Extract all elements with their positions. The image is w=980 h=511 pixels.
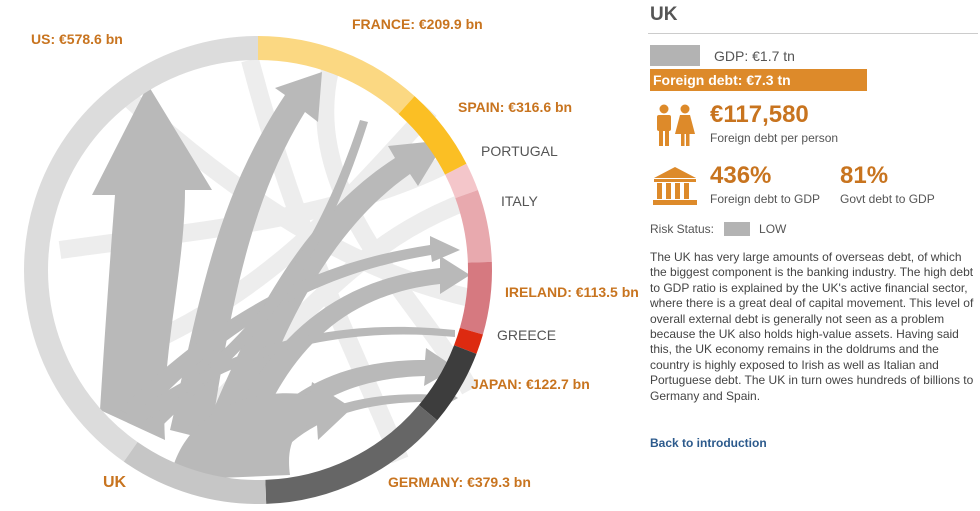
debt-to-gdp-value: 436% — [710, 162, 772, 189]
ring-segment-japan[interactable] — [418, 345, 477, 421]
segment-label-portugal: PORTUGAL — [481, 143, 558, 159]
panel-title: UK — [650, 4, 678, 25]
ring-segment-ireland[interactable] — [459, 261, 492, 335]
ring-segment-italy[interactable] — [455, 189, 492, 263]
country-description: The UK has very large amounts of oversea… — [650, 250, 974, 403]
segment-label-greece: GREECE — [497, 327, 556, 343]
ring-segment-spain[interactable] — [398, 96, 467, 175]
ring-segment-france[interactable] — [257, 36, 415, 115]
flow-to-germany — [170, 382, 352, 480]
ring-segment-uk[interactable] — [123, 441, 267, 504]
debt-to-gdp-caption: Foreign debt to GDP — [710, 192, 821, 206]
risk-swatch — [724, 222, 751, 236]
back-to-introduction-link[interactable]: Back to introduction — [650, 436, 767, 450]
country-ring — [24, 36, 492, 504]
flow-to-japan — [240, 348, 456, 465]
risk-label: Risk Status: — [650, 222, 715, 236]
center-country-label: UK — [103, 474, 127, 491]
segment-label-france: FRANCE: €209.9 bn — [352, 16, 483, 32]
ring-segment-portugal[interactable] — [445, 163, 478, 199]
debt-to-gdp-stat: 436% Foreign debt to GDP — [710, 162, 821, 207]
people-icon — [657, 104, 695, 146]
flow-to-us — [92, 85, 212, 440]
segment-label-spain: SPAIN: €316.6 bn — [458, 99, 572, 115]
ring-segment-germany[interactable] — [265, 404, 438, 504]
debt-flow-diagram: US: €578.6 bn FRANCE: €209.9 bn SPAIN: €… — [24, 16, 639, 504]
country-info-panel: UK GDP: €1.7 tn Foreign debt: €7.3 tn €1… — [648, 0, 978, 511]
gdp-row: GDP: €1.7 tn — [650, 45, 795, 66]
flow-arrows — [92, 72, 470, 480]
govt-debt-caption: Govt debt to GDP — [840, 192, 935, 206]
govt-debt-stat: 81% Govt debt to GDP — [840, 162, 935, 207]
segment-label-japan: JAPAN: €122.7 bn — [471, 376, 590, 392]
segment-label-us: US: €578.6 bn — [31, 31, 123, 47]
title-divider — [648, 33, 978, 34]
flow-to-spain — [205, 140, 446, 440]
per-person-value: €117,580 — [710, 101, 809, 128]
risk-status: Risk Status: LOW — [650, 222, 786, 236]
segment-label-germany: GERMANY: €379.3 bn — [388, 474, 531, 490]
risk-value: LOW — [759, 222, 787, 236]
bank-building-icon — [653, 167, 697, 205]
per-person-caption: Foreign debt per person — [710, 131, 839, 145]
segment-label-italy: ITALY — [501, 193, 538, 209]
foreign-debt-bar: Foreign debt: €7.3 tn — [650, 69, 867, 91]
per-person-stat: €117,580 Foreign debt per person — [710, 101, 839, 146]
govt-debt-value: 81% — [840, 162, 889, 189]
segment-label-ireland: IRELAND: €113.5 bn — [505, 284, 639, 300]
ring-segment-greece[interactable] — [454, 327, 483, 354]
ring-segment-us[interactable] — [24, 36, 259, 462]
gdp-text: GDP: €1.7 tn — [714, 47, 795, 64]
gdp-swatch — [650, 45, 700, 66]
